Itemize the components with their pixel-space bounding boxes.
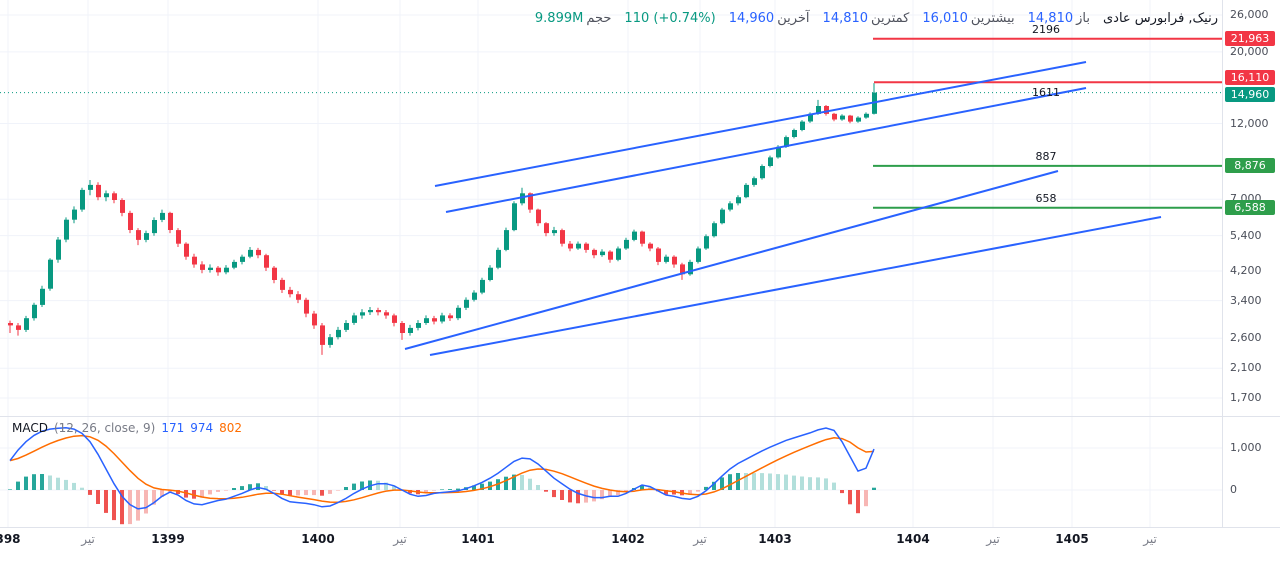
macd-title[interactable]: MACD	[12, 421, 48, 435]
time-axis-label: تیر	[393, 532, 407, 546]
volume-field: حجم 9.899M	[535, 11, 612, 26]
time-axis-label: 1403	[758, 532, 792, 546]
time-axis-label: 1399	[151, 532, 185, 546]
time-axis-label: 398	[0, 532, 21, 546]
ohlc-fields: باز 14,810 بیشترین 16,010 کمترین 14,810 آخرین 1…	[729, 11, 1090, 26]
time-axis-label: تیر	[1143, 532, 1157, 546]
price-axis-label: 5,400	[1230, 228, 1262, 242]
time-axis-label: تیر	[693, 532, 707, 546]
price-axis-label: 1,000	[1230, 441, 1262, 454]
legend-field: آخرین 14,960	[729, 11, 810, 26]
legend-field-label: آخرین	[777, 11, 810, 26]
price-axis-label: 2,100	[1230, 361, 1262, 375]
price-axis[interactable]: 26,000 20,000 12,000 7,000 5,400 4,200 3,400 2,…	[1222, 0, 1280, 561]
price-badge: 6,588	[1225, 200, 1275, 216]
legend-field: باز 14,810	[1028, 11, 1090, 26]
macd-value: 974	[190, 421, 214, 435]
trendline-price-label[interactable]: 887	[1035, 149, 1057, 163]
time-axis-label: 1404	[896, 532, 930, 546]
price-badge: 8,876	[1225, 158, 1275, 174]
time-axis-label: 1401	[461, 532, 495, 546]
price-axis-label: 4,200	[1230, 263, 1262, 277]
time-axis[interactable]: 398 تیر 1399 1400 تیر 1401 1402 تیر 1403 1404 تیر 1…	[0, 0, 1222, 561]
symbol-name[interactable]: رنیک, فرابورس عادی	[1102, 11, 1218, 26]
legend-field-value: 14,810	[1027, 11, 1074, 26]
trend-line[interactable]	[434, 61, 1087, 187]
macd-values: 171 974 802	[161, 421, 242, 435]
time-axis-label: تیر	[81, 532, 95, 546]
trend-line[interactable]	[404, 170, 1059, 350]
legend-field: کمترین 14,810	[823, 11, 910, 26]
price-badge: 21,963	[1225, 31, 1275, 47]
price-axis-label: 20,000	[1230, 44, 1269, 58]
time-axis-label: 1400	[301, 532, 335, 546]
macd-value: 802	[219, 421, 243, 435]
time-axis-label: 1405	[1055, 532, 1089, 546]
macd-line	[9, 427, 875, 510]
price-axis-label: 2,600	[1230, 331, 1262, 345]
time-axis-label: 1402	[611, 532, 645, 546]
trend-line[interactable]	[429, 216, 1162, 356]
volume-label: حجم	[586, 11, 612, 26]
legend-field-label: باز	[1076, 11, 1090, 26]
change-value: 110 (+0.74%)	[624, 11, 716, 26]
trend-line[interactable]	[445, 87, 1087, 213]
macd-params: (12, 26, close, 9)	[53, 421, 156, 435]
price-axis-label: 12,000	[1230, 116, 1269, 130]
legend-field-value: 14,810	[822, 11, 869, 26]
trendline-price-label[interactable]: 1611	[1032, 86, 1060, 100]
legend-field-value: 16,010	[922, 11, 968, 26]
volume-value: 9.899M	[534, 11, 584, 26]
price-axis-label: 1,700	[1230, 390, 1262, 404]
trendline-price-label[interactable]: 2196	[1032, 22, 1060, 36]
symbol-legend: رنیک, فرابورس عادی باز 14,810 بیشترین 16,01…	[535, 11, 1218, 26]
price-badge: 14,960	[1225, 87, 1275, 103]
price-axis-label: 0	[1230, 483, 1237, 496]
price-axis-label: 26,000	[1230, 8, 1269, 21]
candles-layer	[8, 83, 877, 355]
price-badge: 16,110	[1225, 69, 1275, 85]
legend-field-label: بیشترین	[970, 11, 1015, 26]
legend-field-value: 14,960	[728, 11, 775, 26]
legend-field: بیشترین 16,010	[922, 11, 1014, 26]
macd-histogram	[8, 473, 876, 525]
macd-value: 171	[161, 421, 185, 435]
trendline-price-label[interactable]: 658	[1035, 191, 1057, 205]
price-axis-label: 3,400	[1230, 293, 1262, 307]
macd-legend: MACD (12, 26, close, 9) 171 974 802	[12, 421, 242, 435]
legend-field-label: کمترین	[871, 11, 910, 26]
time-axis-label: تیر	[986, 532, 1000, 546]
